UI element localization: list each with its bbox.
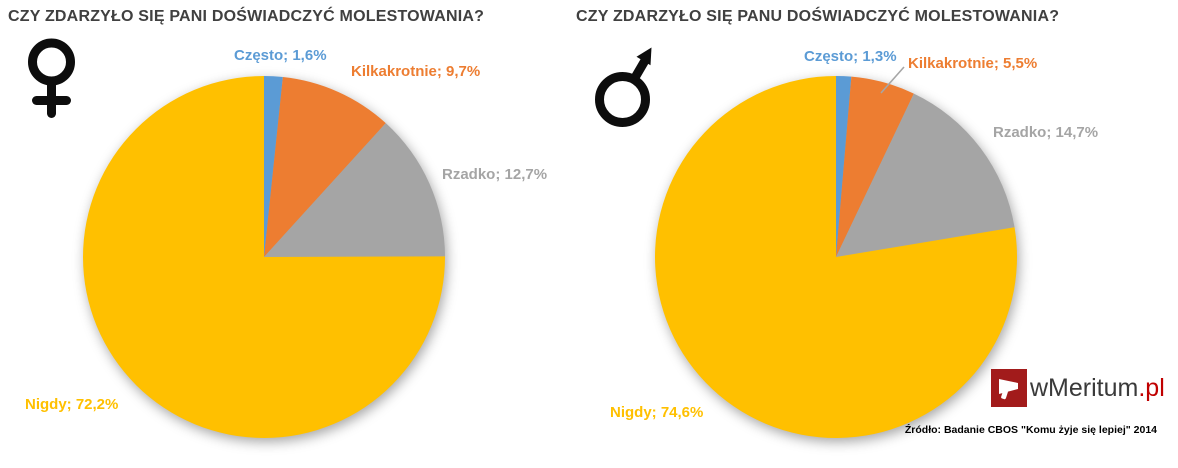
logo-suffix: .pl bbox=[1138, 374, 1165, 402]
wmeritum-logo: wMeritum.pl bbox=[991, 369, 1165, 407]
pie-slice-nigdy bbox=[83, 76, 446, 438]
pie-slice-rzadko bbox=[264, 123, 445, 257]
female-icon bbox=[28, 38, 75, 118]
label-rzadko-women: Rzadko; 12,7% bbox=[442, 166, 548, 183]
male-icon bbox=[595, 47, 652, 127]
source-caption: Źródło: Badanie CBOS "Komu żyje się lepi… bbox=[904, 424, 1157, 436]
label-czesto-men: Często; 1,3% bbox=[804, 48, 897, 65]
pie-chart-men bbox=[655, 76, 1018, 438]
label-nigdy-men: Nigdy; 74,6% bbox=[610, 404, 704, 421]
logo-box bbox=[991, 369, 1027, 407]
label-nigdy-women: Nigdy; 72,2% bbox=[25, 396, 119, 413]
pie-slice-czesto bbox=[836, 76, 852, 257]
label-rzadko-men: Rzadko; 14,7% bbox=[993, 124, 1099, 141]
label-kilkakrotnie-women: Kilkakrotnie; 9,7% bbox=[351, 63, 481, 80]
pie-slice-czesto bbox=[264, 76, 283, 257]
label-czesto-women: Często; 1,6% bbox=[234, 47, 327, 64]
leader-line-kilkakrotnie-men bbox=[880, 66, 905, 94]
chart-title-women: CZY ZDARZYŁO SIĘ PANI DOŚWIADCZYĆ MOLEST… bbox=[8, 8, 485, 25]
pie-chart-women bbox=[83, 76, 446, 438]
chart-title-men: CZY ZDARZYŁO SIĘ PANU DOŚWIADCZYĆ MOLEST… bbox=[576, 8, 1060, 25]
pie-slice-nigdy bbox=[655, 76, 1018, 438]
logo-text: wMeritum.pl bbox=[1030, 369, 1165, 407]
logo-name: wMeritum bbox=[1030, 374, 1139, 402]
label-kilkakrotnie-men: Kilkakrotnie; 5,5% bbox=[908, 55, 1038, 72]
megaphone-icon bbox=[999, 379, 1018, 400]
pie-slice-rzadko bbox=[836, 93, 1015, 257]
pie-slice-kilkakrotnie bbox=[264, 76, 386, 258]
pie-slice-kilkakrotnie bbox=[836, 76, 914, 258]
